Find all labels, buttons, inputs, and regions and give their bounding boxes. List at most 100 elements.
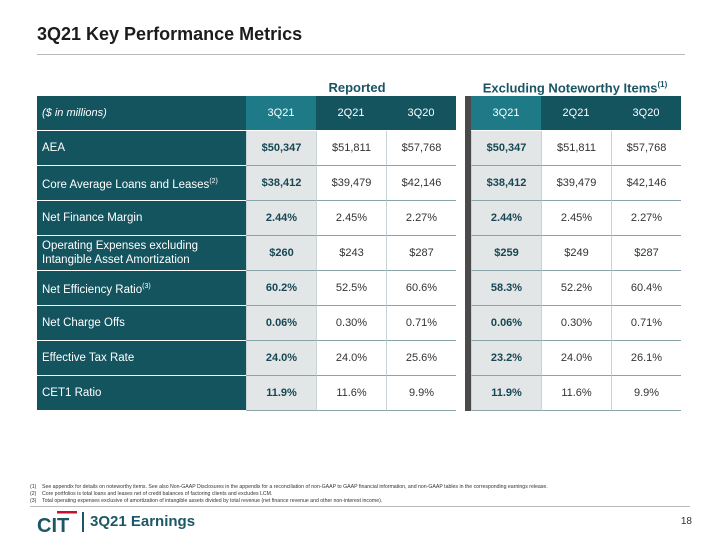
reported-value-cell: 24.0% — [246, 341, 316, 376]
footnote-number: (3) — [30, 498, 37, 504]
excluding-value-cell: 0.30% — [541, 306, 611, 341]
column-gap — [456, 166, 465, 201]
row-label-text: Core Average Loans and Leases — [42, 178, 210, 191]
column-gap — [456, 96, 465, 131]
column-separator-bar — [465, 341, 471, 376]
reported-value-cell: 52.5% — [316, 271, 386, 306]
row-label: Core Average Loans and Leases(2) — [37, 166, 246, 201]
reported-value-cell: $57,768 — [386, 131, 456, 166]
page-title: 3Q21 Key Performance Metrics — [37, 24, 303, 44]
column-separator-bar — [465, 166, 471, 201]
row-label-text: Net Efficiency Ratio — [42, 283, 143, 296]
excluding-value-cell: 58.3% — [471, 271, 541, 306]
table-row: Effective Tax Rate 24.0% 24.0% 25.6% 23.2% 24… — [37, 341, 681, 376]
reported-value-cell: $39,479 — [316, 166, 386, 201]
excluding-value-cell: $57,768 — [611, 131, 681, 166]
column-gap — [456, 376, 465, 411]
excluding-value-cell: 52.2% — [541, 271, 611, 306]
excluding-value-cell: 24.0% — [541, 341, 611, 376]
reported-value-cell: 11.6% — [316, 376, 386, 411]
excluding-value-cell: $51,811 — [541, 131, 611, 166]
footer-divider-line — [30, 506, 690, 507]
row-label: Effective Tax Rate — [37, 341, 246, 376]
cit-logo: CIT — [37, 511, 77, 535]
table-row: Operating Expenses excluding Intangible … — [37, 236, 681, 271]
column-gap — [456, 236, 465, 271]
footnote-3: (3) Total operating expenses exclusive o… — [30, 498, 700, 505]
excluding-value-cell: 26.1% — [611, 341, 681, 376]
reported-group-text: Reported — [328, 80, 386, 95]
header-excluding-2q21: 2Q21 — [541, 96, 611, 131]
column-separator-bar — [465, 271, 471, 306]
table-row: AEA $50,347 $51,811 $57,768 $50,347 $51,811 $5… — [37, 131, 681, 166]
reported-value-cell: $38,412 — [246, 166, 316, 201]
reported-value-cell: 60.6% — [386, 271, 456, 306]
column-separator-bar — [465, 236, 471, 271]
table-row: CET1 Ratio 11.9% 11.6% 9.9% 11.9% 11.6% 9.9% — [37, 376, 681, 411]
footnote-text: Total operating expenses exclusive of am… — [42, 498, 383, 504]
table-row: Net Charge Offs 0.06% 0.30% 0.71% 0.06% 0.30%… — [37, 306, 681, 341]
excluding-value-cell: 23.2% — [471, 341, 541, 376]
row-label-footnote-ref: (3) — [142, 282, 151, 290]
row-label: CET1 Ratio — [37, 376, 246, 411]
excluding-value-cell: $249 — [541, 236, 611, 271]
reported-value-cell: $51,811 — [316, 131, 386, 166]
row-label-text: Net Finance Margin — [42, 212, 143, 224]
row-label-text: CET1 Ratio — [42, 387, 102, 399]
header-reported-3q20: 3Q20 — [386, 96, 456, 131]
column-separator-bar — [465, 201, 471, 236]
column-gap — [456, 131, 465, 166]
logo-accent-bar — [57, 511, 77, 514]
table-row: Core Average Loans and Leases(2) $38,412 $… — [37, 166, 681, 201]
logo-wordmark: CIT — [37, 515, 69, 535]
header-reported-2q21: 2Q21 — [316, 96, 386, 131]
excluding-group-text: Excluding Noteworthy Items — [482, 80, 658, 96]
row-label: Operating Expenses excluding Intangible … — [37, 236, 246, 271]
reported-value-cell: 9.9% — [386, 376, 456, 411]
excluding-group-footnote-ref: (1) — [657, 80, 668, 89]
header-reported-3q21: 3Q21 — [246, 96, 316, 131]
reported-value-cell: $287 — [386, 236, 456, 271]
header-excluding-3q20: 3Q20 — [611, 96, 681, 131]
excluding-value-cell: 9.9% — [611, 376, 681, 411]
excluding-value-cell: $50,347 — [471, 131, 541, 166]
footnote-number: (1) — [30, 484, 37, 490]
row-label-text: Effective Tax Rate — [42, 352, 135, 364]
excluding-group-label: Excluding Noteworthy Items(1) — [470, 80, 680, 95]
reported-value-cell: 0.06% — [246, 306, 316, 341]
reported-value-cell: 25.6% — [386, 341, 456, 376]
row-label-text: AEA — [42, 142, 66, 154]
reported-value-cell: 2.27% — [386, 201, 456, 236]
reported-group-label: Reported — [307, 80, 407, 95]
page-number: 18 — [680, 516, 692, 527]
footnote-text: See appendix for details on noteworthy i… — [42, 484, 548, 490]
row-label: Net Charge Offs — [37, 306, 246, 341]
excluding-value-cell: 0.71% — [611, 306, 681, 341]
table-row: Net Finance Margin 2.44% 2.45% 2.27% 2.44% 2.… — [37, 201, 681, 236]
excluding-value-cell: 0.06% — [471, 306, 541, 341]
footnote-2: (2) Core portfolios is total loans and l… — [30, 491, 700, 498]
row-label: Net Finance Margin — [37, 201, 246, 236]
row-label: Net Efficiency Ratio(3) — [37, 271, 246, 306]
column-gap — [456, 201, 465, 236]
row-label-text: Operating Expenses excluding Intangible … — [42, 240, 198, 266]
header-excluding-3q21: 3Q21 — [471, 96, 541, 131]
reported-value-cell: 2.44% — [246, 201, 316, 236]
column-separator-bar — [465, 306, 471, 341]
reported-value-cell: 0.71% — [386, 306, 456, 341]
footer-title: 3Q21 Earnings — [90, 513, 196, 530]
excluding-value-cell: 2.44% — [471, 201, 541, 236]
row-label-footnote-ref: (2) — [209, 177, 218, 185]
excluding-value-cell: 60.4% — [611, 271, 681, 306]
footnote-1: (1) See appendix for details on notewort… — [30, 484, 700, 491]
row-label: AEA — [37, 131, 246, 166]
column-separator-bar — [465, 96, 471, 131]
column-separator-bar — [465, 131, 471, 166]
reported-value-cell: 11.9% — [246, 376, 316, 411]
column-separator-bar — [465, 376, 471, 411]
reported-value-cell: $50,347 — [246, 131, 316, 166]
excluding-value-cell: $42,146 — [611, 166, 681, 201]
footnotes: (1) See appendix for details on notewort… — [30, 484, 700, 505]
reported-value-cell: 0.30% — [316, 306, 386, 341]
excluding-value-cell: $287 — [611, 236, 681, 271]
